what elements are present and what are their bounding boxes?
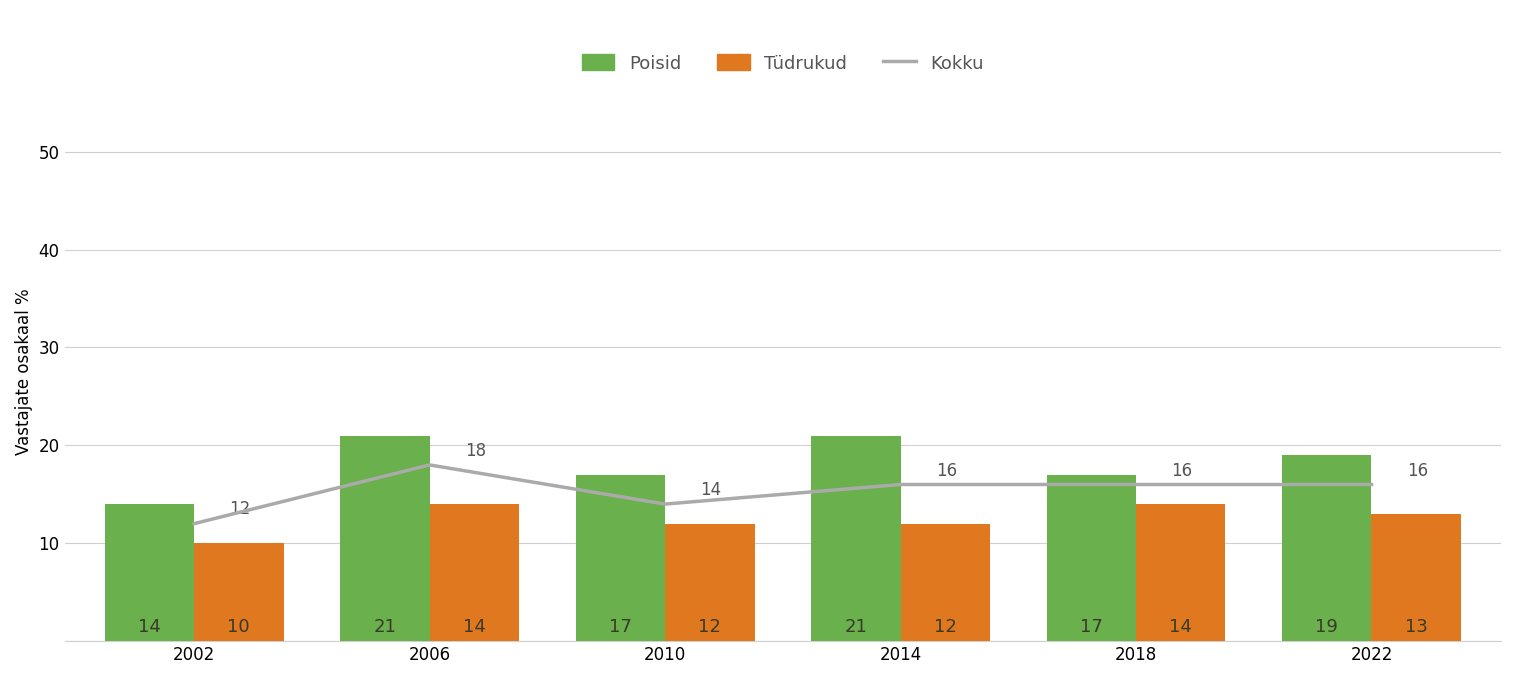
Text: 17: 17 (1079, 619, 1102, 636)
Legend: Poisid, Tüdrukud, Kokku: Poisid, Tüdrukud, Kokku (575, 47, 991, 79)
Text: 12: 12 (699, 619, 722, 636)
Text: 16: 16 (1407, 462, 1428, 479)
Text: 14: 14 (138, 619, 161, 636)
Text: 19: 19 (1316, 619, 1339, 636)
Text: 21: 21 (373, 619, 396, 636)
Text: 17: 17 (609, 619, 632, 636)
Bar (811, 435, 901, 641)
Bar (340, 435, 429, 641)
Text: 21: 21 (844, 619, 867, 636)
Bar (1135, 504, 1225, 641)
Bar (194, 543, 283, 641)
Text: 18: 18 (465, 442, 487, 460)
Text: 10: 10 (227, 619, 250, 636)
Text: 12: 12 (934, 619, 957, 636)
Bar (1046, 475, 1135, 641)
Text: 16: 16 (1172, 462, 1193, 479)
Bar (576, 475, 666, 641)
Bar (901, 524, 990, 641)
Y-axis label: Vastajate osakaal %: Vastajate osakaal % (15, 289, 33, 455)
Bar (1372, 514, 1461, 641)
Text: 14: 14 (462, 619, 485, 636)
Text: 14: 14 (1169, 619, 1192, 636)
Bar (1283, 455, 1372, 641)
Text: 12: 12 (229, 500, 250, 518)
Bar (429, 504, 518, 641)
Text: 16: 16 (935, 462, 957, 479)
Bar (105, 504, 194, 641)
Text: 14: 14 (700, 481, 722, 499)
Text: 13: 13 (1405, 619, 1428, 636)
Bar (666, 524, 755, 641)
